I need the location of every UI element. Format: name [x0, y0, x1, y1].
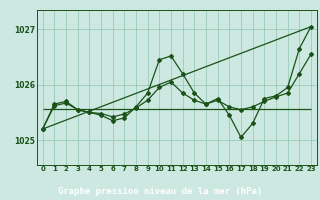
Text: Graphe pression niveau de la mer (hPa): Graphe pression niveau de la mer (hPa) [58, 186, 262, 196]
